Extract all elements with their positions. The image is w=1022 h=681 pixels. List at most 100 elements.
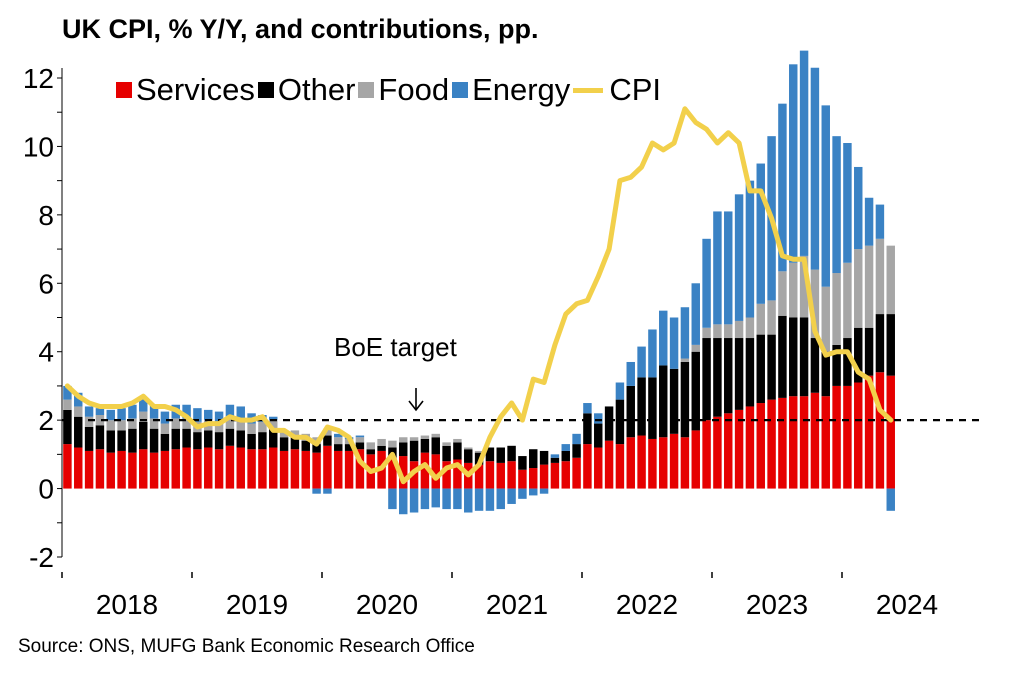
bar-other [691, 351, 700, 431]
bar-other [106, 430, 115, 453]
legend-label-other: Other [277, 72, 356, 107]
bar-food [724, 324, 733, 339]
bar-other [214, 432, 224, 450]
bar-food [799, 255, 809, 318]
bar-services [247, 449, 256, 489]
bar-food [453, 438, 462, 443]
bar-food [182, 418, 191, 429]
bar-food [854, 249, 863, 328]
bar-food [843, 262, 852, 339]
bar-services [214, 449, 224, 489]
bar-energy [128, 404, 137, 419]
bar-services [529, 468, 538, 489]
bar-other [399, 442, 408, 457]
x-tick-label: 2021 [486, 589, 548, 620]
bar-other [702, 338, 711, 421]
bar-services [572, 457, 581, 489]
bar-services [659, 437, 668, 489]
bar-energy [810, 67, 820, 270]
bar-energy [626, 361, 635, 386]
bar-other [84, 426, 94, 451]
bar-energy [702, 238, 711, 328]
bar-other [485, 447, 495, 462]
bar-food [279, 430, 289, 438]
bar-energy [561, 444, 570, 451]
bar-other [724, 338, 733, 414]
bar-other [496, 447, 505, 463]
bar-food [756, 303, 765, 335]
bar-energy [875, 204, 885, 239]
x-axis: 2018 2019 2020 2021 2022 2023 2024 [61, 572, 938, 620]
bar-food [225, 418, 235, 429]
bar-services [669, 433, 679, 489]
bar-services [182, 447, 191, 489]
bar-services [854, 382, 863, 489]
bar-energy [399, 488, 408, 515]
bar-energy [550, 454, 560, 458]
bar-services [84, 450, 94, 489]
bar-services [225, 445, 235, 489]
bar-services [604, 440, 614, 489]
bar-energy [160, 411, 170, 424]
bar-other [778, 315, 787, 398]
bar-energy [637, 346, 646, 378]
bar-other [149, 428, 159, 453]
bar-food [117, 420, 126, 431]
bar-other [442, 445, 451, 462]
bar-other [63, 409, 72, 445]
bar-food [366, 442, 375, 450]
bar-energy [409, 488, 419, 513]
bar-services [518, 469, 527, 489]
bar-energy [518, 488, 527, 499]
bar-other [854, 327, 863, 383]
bar-food [399, 437, 408, 443]
bar-food [702, 327, 711, 339]
bar-services [269, 447, 278, 489]
bar-services [583, 444, 592, 489]
bar-food [128, 418, 137, 429]
bar-food [420, 435, 430, 439]
bar-food [171, 418, 180, 429]
bar-other [366, 449, 375, 455]
bar-energy [269, 416, 278, 421]
bar-other [561, 450, 570, 462]
bar-energy [832, 136, 841, 274]
legend-swatch-services [116, 82, 132, 98]
bar-energy [106, 409, 115, 421]
y-tick-label: 10 [23, 131, 54, 162]
bar-other [204, 430, 213, 448]
bar-energy [236, 406, 245, 421]
bar-services [139, 449, 148, 489]
bar-services [160, 450, 170, 489]
bar-food [258, 421, 267, 433]
bar-food [214, 421, 224, 433]
bar-energy [648, 329, 657, 378]
bar-other [637, 377, 646, 436]
bar-other [626, 385, 635, 438]
bar-other [680, 361, 690, 438]
legend-item-other: Other [257, 72, 356, 108]
bar-other [355, 442, 365, 450]
bar-services [615, 444, 625, 489]
bar-other [507, 445, 516, 462]
legend-item-services: Services [116, 72, 255, 108]
bar-energy [615, 382, 625, 400]
bar-services [799, 396, 809, 489]
bar-other [843, 338, 852, 386]
bar-services [258, 449, 267, 489]
bar-food [409, 437, 419, 441]
legend-label-food: Food [378, 72, 450, 107]
bar-services [637, 435, 646, 489]
bar-food [63, 399, 72, 410]
bar-energy [74, 392, 83, 407]
y-tick-label: 4 [38, 337, 54, 368]
bar-services [149, 452, 159, 489]
legend-label-cpi: CPI [609, 72, 661, 107]
bar-other [789, 317, 798, 397]
y-tick-label: 6 [38, 268, 54, 299]
bar-services [789, 396, 798, 489]
annotation-arrow-group [408, 388, 424, 412]
bar-food [334, 437, 343, 445]
bar-other [453, 442, 462, 460]
